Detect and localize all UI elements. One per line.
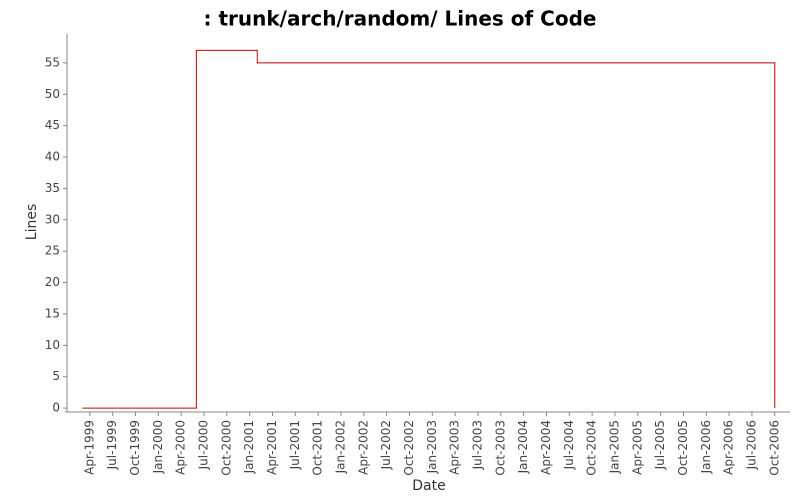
x-tick-label: Jul-2001	[288, 420, 302, 470]
y-tick-label: 45	[45, 118, 60, 132]
y-tick-label: 15	[45, 306, 60, 320]
x-tick-label: Jul-2006	[744, 420, 758, 470]
chart-title: : trunk/arch/random/ Lines of Code	[204, 7, 597, 31]
y-tick-label: 25	[45, 244, 60, 258]
x-tick-label: Oct-2004	[585, 420, 599, 476]
x-tick-label: Jan-2000	[151, 420, 165, 474]
x-tick-label: Jul-2002	[379, 420, 393, 470]
x-tick-label: Oct-2006	[767, 420, 781, 476]
x-tick-label: Apr-2001	[265, 420, 279, 475]
line	[82, 49, 776, 409]
x-tick-label: Jul-1999	[105, 420, 119, 470]
x-tick-label: Jul-2000	[196, 420, 210, 470]
x-tick-label: Oct-2000	[219, 420, 233, 476]
x-tick-label: Apr-2005	[630, 420, 644, 475]
x-tick-label: Oct-2002	[402, 420, 416, 476]
y-tick-label: 40	[45, 150, 60, 164]
x-tick-label: Apr-2003	[448, 420, 462, 475]
x-tick-label: Apr-2000	[174, 420, 188, 475]
x-tick-label: Jul-2004	[562, 420, 576, 470]
x-tick-label: Jan-2006	[699, 420, 713, 474]
y-axis-label: Lines	[24, 204, 40, 240]
x-tick-label: Jan-2005	[607, 420, 621, 474]
x-tick-label: Jan-2002	[333, 420, 347, 474]
y-tick-label: 5	[52, 369, 60, 383]
x-tick-label: Jan-2003	[425, 420, 439, 474]
y-tick-label: 50	[45, 87, 60, 101]
x-tick-label: Jan-2001	[242, 420, 256, 474]
y-tick-label: 20	[45, 275, 60, 289]
x-tick-label: Apr-2004	[539, 420, 553, 475]
y-tick-label: 0	[52, 401, 60, 415]
y-tick-label: 55	[45, 55, 60, 69]
x-tick-label: Apr-2002	[356, 420, 370, 475]
y-tick-label: 30	[45, 212, 60, 226]
y-tick-label: 35	[45, 181, 60, 195]
x-tick-label: Jul-2003	[470, 420, 484, 470]
x-tick-label: Apr-1999	[82, 420, 96, 475]
y-tick-label: 10	[45, 338, 60, 352]
x-tick-label: Oct-2003	[493, 420, 507, 476]
x-tick-label: Apr-2006	[722, 420, 736, 475]
x-tick-label: Oct-1999	[128, 420, 142, 476]
x-tick-label: Oct-2005	[676, 420, 690, 476]
x-tick-label: Oct-2001	[311, 420, 325, 476]
x-tick-label: Jan-2004	[516, 420, 530, 474]
x-axis-label: Date	[412, 478, 445, 494]
x-tick-label: Jul-2005	[653, 420, 667, 470]
